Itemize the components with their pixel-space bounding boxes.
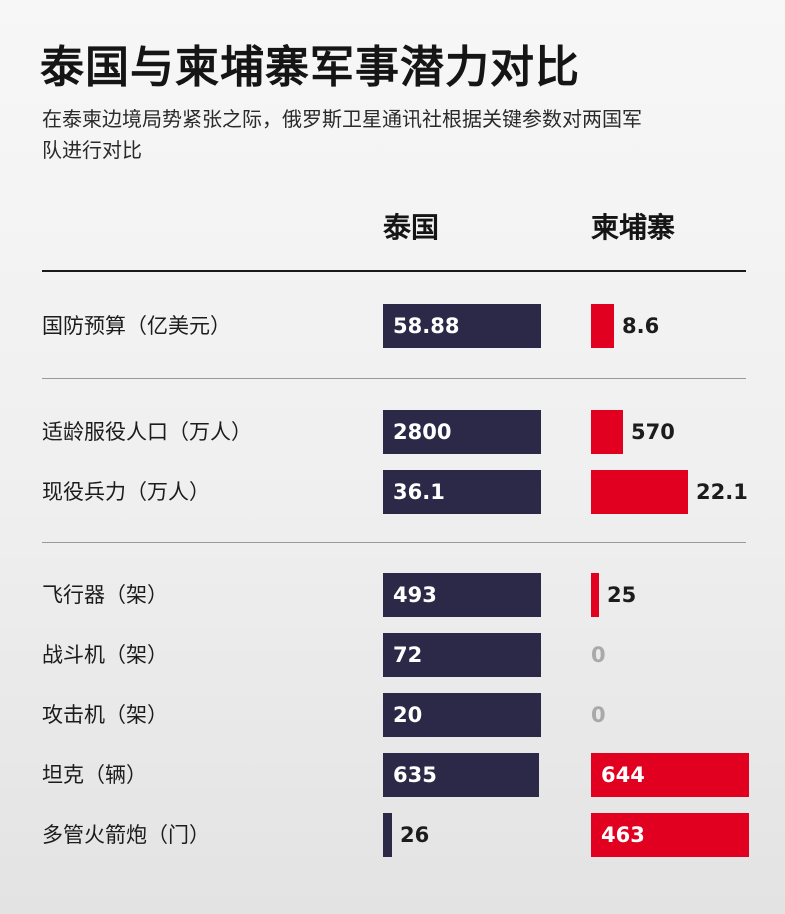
row-label: 适龄服役人口（万人） bbox=[42, 420, 252, 444]
cambodia-bar bbox=[591, 304, 614, 348]
thailand-bar bbox=[383, 410, 541, 454]
thailand-value-label: 26 bbox=[400, 823, 430, 847]
cambodia-bar bbox=[591, 410, 623, 454]
thailand-value-label: 72 bbox=[393, 643, 423, 667]
column-header-thailand: 泰国 bbox=[383, 211, 440, 244]
header-rule bbox=[42, 270, 746, 272]
thailand-bar bbox=[383, 470, 541, 514]
group-divider bbox=[42, 378, 746, 379]
thailand-bar bbox=[383, 693, 541, 737]
cambodia-bar bbox=[591, 470, 688, 514]
cambodia-value-label: 22.1 bbox=[696, 480, 748, 504]
thailand-bar bbox=[383, 304, 541, 348]
thailand-value-label: 58.88 bbox=[393, 314, 460, 338]
cambodia-value-label: 644 bbox=[601, 763, 645, 787]
thailand-bar bbox=[383, 573, 541, 617]
cambodia-value-label: 0 bbox=[591, 643, 606, 667]
group-divider bbox=[42, 542, 746, 543]
cambodia-bar bbox=[591, 573, 599, 617]
thailand-value-label: 36.1 bbox=[393, 480, 445, 504]
column-header-cambodia: 柬埔寨 bbox=[591, 211, 676, 244]
cambodia-bar bbox=[591, 753, 749, 797]
row-label: 现役兵力（万人） bbox=[42, 480, 210, 504]
row-label: 多管火箭炮（门） bbox=[42, 823, 210, 847]
row-label: 国防预算（亿美元） bbox=[42, 314, 231, 338]
thailand-value-label: 493 bbox=[393, 583, 437, 607]
cambodia-value-label: 25 bbox=[607, 583, 637, 607]
thailand-bar bbox=[383, 633, 541, 677]
page-subtitle: 在泰柬边境局势紧张之际，俄罗斯卫星通讯社根据关键参数对两国军队进行对比 bbox=[42, 107, 642, 162]
cambodia-value-label: 8.6 bbox=[622, 314, 660, 338]
row-label: 飞行器（架） bbox=[42, 583, 168, 607]
thailand-value-label: 2800 bbox=[393, 420, 452, 444]
cambodia-value-label: 0 bbox=[591, 703, 606, 727]
row-label: 攻击机（架） bbox=[42, 703, 168, 727]
thailand-bar bbox=[383, 753, 539, 797]
thailand-value-label: 20 bbox=[393, 703, 423, 727]
thailand-value-label: 635 bbox=[393, 763, 437, 787]
cambodia-value-label: 463 bbox=[601, 823, 645, 847]
page-title: 泰国与柬埔寨军事潜力对比 bbox=[40, 42, 580, 93]
row-label: 战斗机（架） bbox=[42, 643, 168, 667]
cambodia-value-label: 570 bbox=[631, 420, 675, 444]
cambodia-bar bbox=[591, 813, 749, 857]
thailand-bar bbox=[383, 813, 392, 857]
row-label: 坦克（辆） bbox=[42, 763, 147, 787]
